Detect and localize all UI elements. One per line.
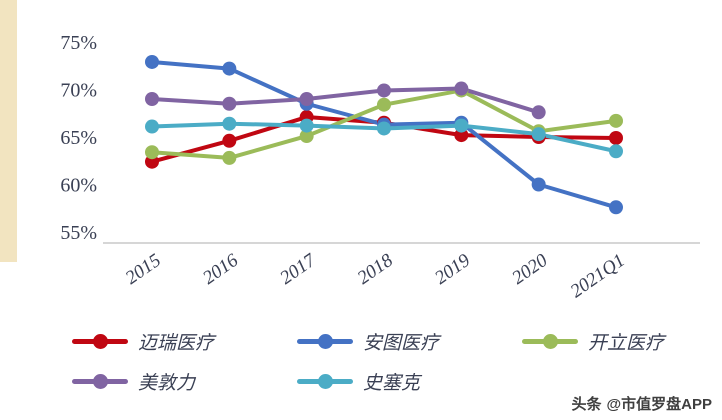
legend-marker-purple bbox=[72, 373, 128, 389]
svg-text:60%: 60% bbox=[60, 175, 97, 197]
legend-label: 开立医疗 bbox=[588, 332, 665, 354]
svg-text:2019: 2019 bbox=[431, 250, 475, 289]
watermark-handle: @市值罗盘APP bbox=[606, 396, 712, 413]
svg-text:70%: 70% bbox=[60, 80, 97, 102]
legend-label: 美敦力 bbox=[138, 372, 196, 394]
legend-label: 史塞克 bbox=[363, 372, 421, 394]
legend-marker-red bbox=[72, 333, 128, 349]
legend-dot bbox=[317, 373, 333, 389]
legend-item: 开立医疗 bbox=[522, 326, 722, 356]
legend-marker-cyan bbox=[297, 373, 353, 389]
svg-text:2015: 2015 bbox=[122, 250, 165, 289]
svg-text:2021Q1: 2021Q1 bbox=[567, 250, 629, 302]
watermark: 头条 @市值罗盘APP bbox=[572, 393, 713, 414]
legend-marker-green bbox=[522, 333, 578, 349]
chart-legend: 迈瑞医疗 安图医疗 开立医疗 美敦力 史塞克 bbox=[72, 326, 722, 396]
svg-text:2017: 2017 bbox=[276, 249, 320, 289]
legend-dot bbox=[317, 333, 333, 349]
legend-item: 迈瑞医疗 bbox=[72, 326, 297, 356]
legend-label: 迈瑞医疗 bbox=[138, 332, 215, 354]
legend-dot bbox=[92, 333, 108, 349]
legend-item: 史塞克 bbox=[297, 366, 522, 396]
svg-text:55%: 55% bbox=[60, 222, 97, 244]
legend-item: 美敦力 bbox=[72, 366, 297, 396]
legend-marker-blue bbox=[297, 333, 353, 349]
legend-label: 安图医疗 bbox=[363, 332, 440, 354]
svg-text:2016: 2016 bbox=[199, 250, 243, 289]
legend-dot bbox=[92, 373, 108, 389]
left-accent-bar bbox=[0, 0, 17, 262]
legend-item: 安图医疗 bbox=[297, 326, 522, 356]
svg-text:2018: 2018 bbox=[354, 250, 398, 289]
svg-text:75%: 75% bbox=[60, 32, 97, 54]
watermark-brand: 头条 bbox=[571, 396, 602, 413]
legend-dot bbox=[542, 333, 558, 349]
svg-text:2020: 2020 bbox=[508, 250, 552, 289]
svg-text:65%: 65% bbox=[60, 127, 97, 149]
